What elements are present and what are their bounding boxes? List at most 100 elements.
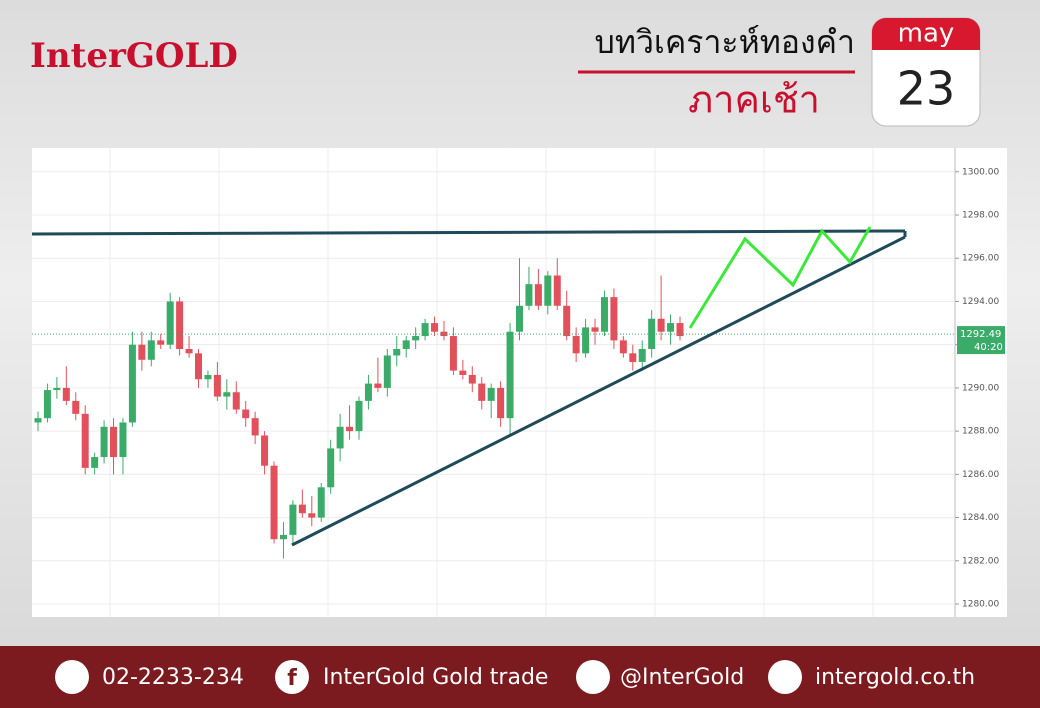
candle-body: [497, 387, 505, 419]
candle-body: [459, 370, 467, 375]
candle-body: [289, 504, 297, 535]
phone: 02-2233-234: [102, 665, 244, 690]
candle-body: [279, 534, 287, 540]
candle-body: [421, 323, 429, 337]
y-tick-label: 1298.00: [962, 211, 999, 221]
resistance-line: [31, 229, 906, 236]
candle-body: [242, 409, 250, 419]
candle-body: [648, 318, 656, 349]
candle-body: [346, 426, 354, 432]
candle-body: [138, 344, 146, 360]
candle-body: [657, 318, 665, 332]
candle-body: [553, 275, 561, 306]
candle-body: [251, 418, 259, 436]
candle-body: [308, 513, 316, 518]
title: บทวิเคราะห์ทองคำ: [595, 23, 855, 61]
candle-body: [270, 465, 278, 540]
candle-body: [213, 374, 221, 397]
y-tick-label: 1296.00: [962, 254, 999, 264]
calendar-day: 23: [897, 62, 956, 116]
candle-body: [72, 400, 80, 414]
candle-body: [147, 340, 155, 360]
candle-body: [204, 374, 212, 380]
y-tick-label: 1288.00: [962, 427, 999, 437]
y-tick-label: 1294.00: [962, 297, 999, 307]
logo: InterGOLD: [30, 36, 238, 76]
candle-body: [449, 336, 457, 371]
candle-body: [157, 340, 165, 345]
candle-body: [62, 387, 70, 401]
candle-body: [600, 297, 608, 332]
facebook: InterGold Gold trade: [323, 665, 548, 690]
web-icon: [768, 660, 802, 694]
facebook-glyph: f: [287, 666, 297, 691]
candle-body: [629, 353, 637, 362]
y-tick-label: 1286.00: [962, 470, 999, 480]
candle-body: [478, 383, 486, 401]
y-tick-label: 1282.00: [962, 556, 999, 566]
candle-body: [582, 327, 590, 354]
candle-body: [232, 392, 240, 410]
candle-body: [223, 392, 231, 397]
price-axis: [955, 148, 1007, 617]
candle-body: [261, 435, 269, 466]
candle-body: [402, 340, 410, 349]
y-tick-label: 1280.00: [962, 600, 999, 610]
candle-body: [374, 383, 382, 388]
candle-body: [128, 344, 136, 423]
calendar-top: [872, 18, 980, 50]
candle-body: [487, 387, 495, 401]
candle-body: [327, 448, 335, 488]
candle-body: [91, 457, 99, 468]
ticks: 1280.00 1282.00 1284.00 1286.00 1288.00 1290.…: [32, 167, 999, 610]
phone-icon: [55, 660, 89, 694]
candles: 1292.49 40:20: [32, 258, 1005, 559]
candle-body: [364, 383, 372, 401]
candle-body: [412, 336, 420, 341]
line-icon: [576, 660, 610, 694]
y-tick-label: 1300.00: [962, 167, 999, 177]
y-tick-label: 1290.00: [962, 383, 999, 393]
last-price-tag: [957, 326, 1005, 355]
candle-body: [355, 400, 363, 432]
candle-body: [638, 349, 646, 362]
support-line: [291, 235, 906, 547]
candle-body: [298, 504, 306, 514]
projection: [688, 226, 872, 329]
facebook-icon: [275, 660, 309, 694]
candle-body: [34, 418, 42, 423]
candle-body: [431, 323, 439, 332]
candle-body: [525, 284, 533, 306]
line: @InterGold: [620, 665, 744, 690]
candle-body: [610, 297, 618, 341]
candle-body: [468, 374, 476, 384]
candle-body: [383, 355, 391, 388]
trendlines: [31, 229, 907, 547]
candle-body: [516, 305, 523, 332]
candle-body: [100, 426, 108, 458]
candle-body: [563, 305, 571, 337]
subtitle: ภาคเช้า: [688, 78, 820, 122]
candle-body: [166, 301, 174, 345]
candle-body: [336, 426, 344, 449]
candle-body: [43, 390, 51, 419]
candle-body: [176, 301, 184, 349]
candle-body: [572, 336, 580, 354]
candle-body: [119, 422, 127, 458]
candle-body: [591, 327, 599, 332]
calendar-month: may: [898, 19, 955, 49]
candle-body: [506, 331, 514, 419]
candle-body: [317, 487, 325, 518]
candle-body: [53, 387, 61, 391]
candle-body: [81, 413, 89, 468]
last-price-label: 1292.49: [960, 329, 1001, 340]
candle-body: [185, 349, 193, 354]
footer-bar: [0, 646, 1040, 708]
candle-body: [110, 426, 118, 458]
candle-body: [393, 349, 401, 356]
website: intergold.co.th: [815, 665, 975, 690]
countdown: 40:20: [974, 342, 1003, 353]
candle-body: [544, 275, 552, 306]
